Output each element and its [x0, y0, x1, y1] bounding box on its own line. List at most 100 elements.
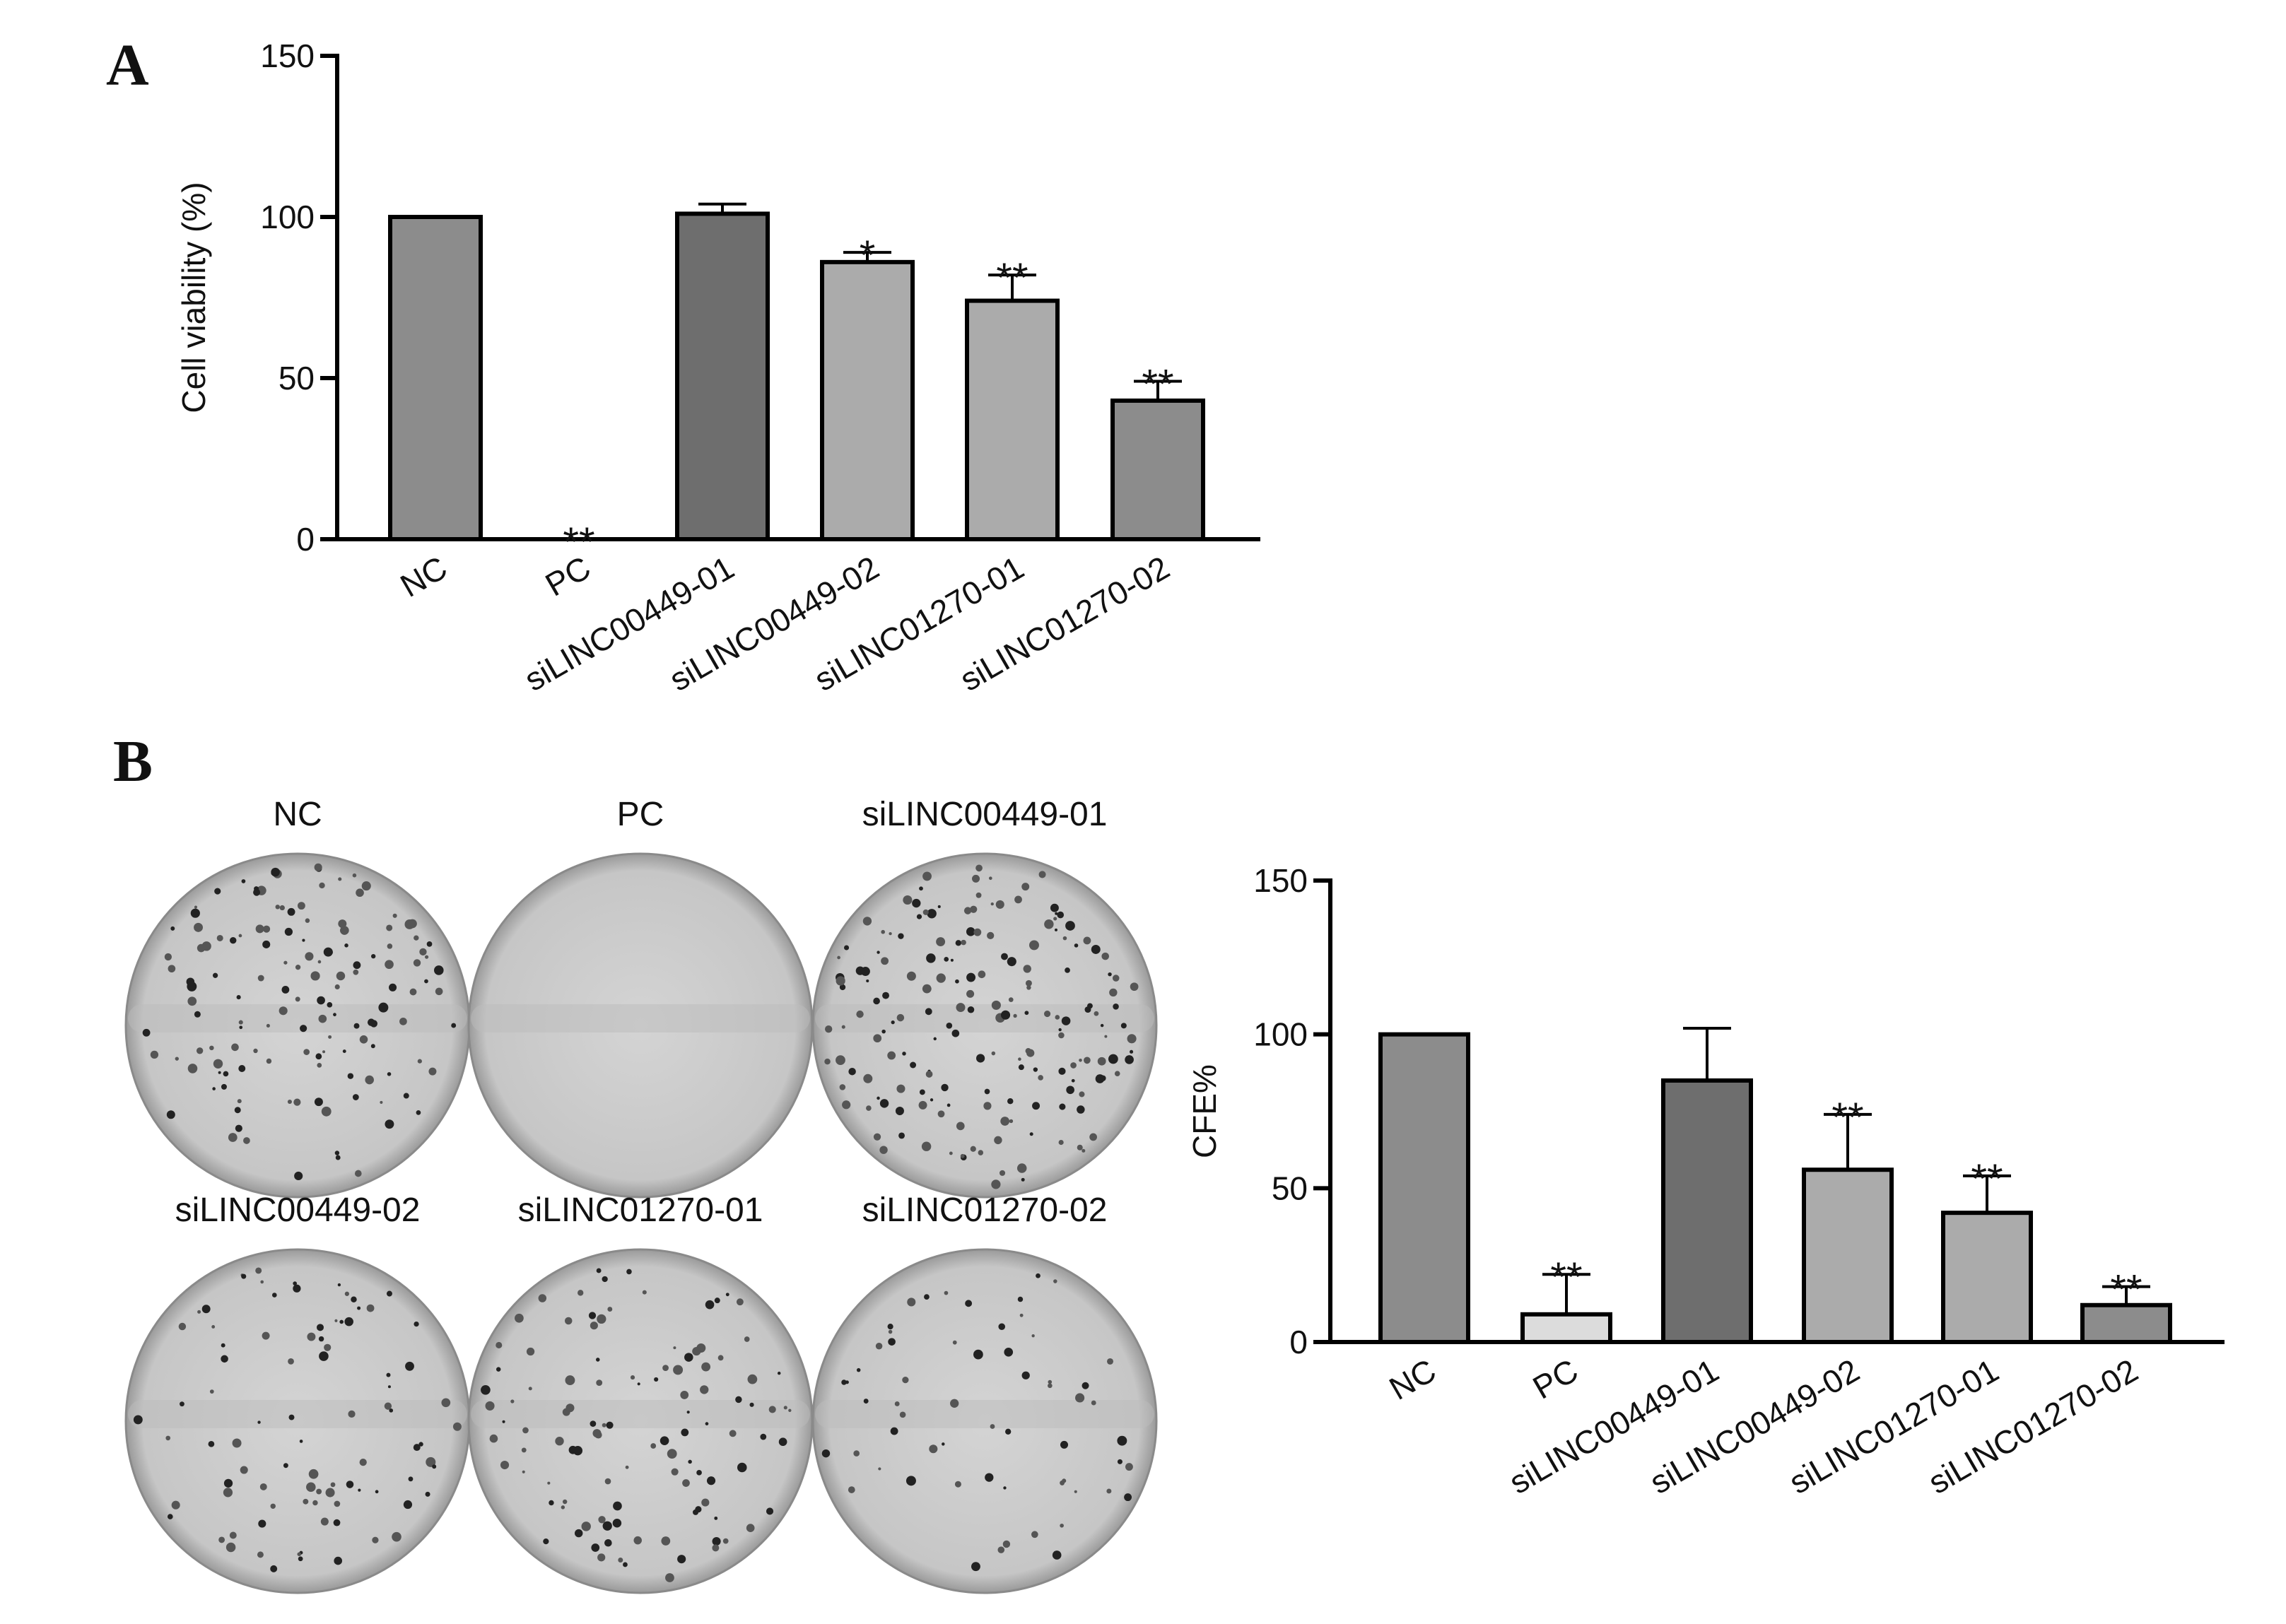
colony — [783, 1406, 787, 1410]
colony — [588, 1312, 597, 1319]
colony — [1114, 1071, 1120, 1076]
colony — [257, 1551, 264, 1558]
colony — [955, 979, 959, 984]
colony — [1074, 943, 1079, 948]
colony — [929, 1444, 938, 1454]
colony — [234, 1107, 241, 1114]
colony — [1061, 1016, 1071, 1025]
colony — [405, 1361, 414, 1371]
colony — [212, 972, 218, 978]
colony — [279, 1006, 288, 1016]
colony — [919, 1089, 925, 1095]
colony — [975, 892, 982, 898]
colony — [985, 1473, 994, 1482]
colony — [701, 1362, 711, 1372]
colony — [549, 1500, 554, 1506]
colony — [404, 919, 415, 929]
colony — [168, 965, 176, 972]
colony — [888, 1329, 893, 1334]
colony — [314, 863, 322, 871]
x-tick-label: PC — [1527, 1352, 1584, 1406]
colony — [602, 1276, 608, 1283]
colony — [1048, 1379, 1053, 1384]
colony — [187, 996, 197, 1006]
colony — [951, 1029, 960, 1037]
plate-label: siLINC01270-02 — [862, 1191, 1108, 1229]
colony — [877, 1096, 880, 1100]
colony — [1112, 975, 1120, 982]
y-axis-label: Cell viability (%) — [175, 182, 212, 413]
colony — [686, 1411, 690, 1414]
colony — [912, 898, 921, 908]
colony — [238, 934, 242, 938]
colony — [623, 1562, 628, 1567]
colony — [875, 1343, 883, 1350]
colony — [997, 1546, 1005, 1553]
colony — [293, 1098, 301, 1106]
colony — [387, 943, 393, 949]
colony — [856, 1367, 861, 1372]
colony — [270, 1503, 276, 1510]
colony — [321, 1106, 332, 1117]
colony — [592, 1429, 602, 1438]
colony — [403, 1500, 413, 1510]
colony — [284, 927, 293, 936]
colony — [194, 922, 203, 932]
colony — [873, 997, 880, 1005]
colony — [936, 973, 946, 983]
colony — [312, 1500, 318, 1506]
colony — [316, 1324, 324, 1331]
colony — [747, 1374, 758, 1384]
colony — [725, 1293, 729, 1297]
colony — [705, 1300, 715, 1310]
colony — [316, 1488, 322, 1495]
colony — [650, 1443, 657, 1449]
colony — [1077, 1144, 1083, 1151]
colony — [389, 1408, 394, 1413]
colony — [596, 1379, 603, 1387]
colony — [606, 1421, 614, 1429]
significance: ** — [1971, 1156, 2003, 1202]
colony — [1031, 1531, 1038, 1538]
colony — [1058, 1028, 1062, 1032]
colony — [955, 940, 962, 946]
colony — [907, 1298, 916, 1307]
colony — [976, 1054, 985, 1063]
colony — [1060, 1523, 1064, 1528]
colony — [1026, 985, 1031, 990]
x-tick-label: NC — [1383, 1352, 1442, 1407]
colony — [903, 895, 913, 905]
colony — [1000, 1117, 1010, 1126]
colony — [307, 1332, 316, 1341]
colony — [777, 1371, 781, 1375]
colony — [1007, 957, 1016, 967]
panel-label: A — [106, 33, 149, 98]
colony — [1125, 1463, 1133, 1471]
colony — [766, 1507, 774, 1515]
colony — [408, 1476, 414, 1482]
colony — [895, 1107, 904, 1116]
plate-band — [471, 1004, 810, 1032]
colony — [385, 1119, 394, 1129]
colony — [994, 1136, 1002, 1145]
colony — [201, 1305, 211, 1314]
colony — [1065, 967, 1070, 973]
colony — [778, 1437, 787, 1447]
colony — [965, 1300, 973, 1307]
colony — [353, 969, 359, 975]
colony — [899, 1411, 906, 1418]
colony — [367, 1018, 375, 1026]
colony — [1097, 1057, 1106, 1066]
colony — [303, 1049, 310, 1055]
colony — [1031, 1334, 1035, 1338]
plate-label: PC — [617, 796, 664, 833]
colony — [660, 1436, 669, 1445]
significance: ** — [1550, 1254, 1582, 1300]
colony — [1005, 1428, 1012, 1435]
colony — [258, 1519, 266, 1528]
colony — [744, 1336, 750, 1342]
colony — [510, 1399, 515, 1404]
colony — [863, 1399, 869, 1404]
colony — [988, 876, 992, 881]
colony — [565, 1404, 575, 1413]
